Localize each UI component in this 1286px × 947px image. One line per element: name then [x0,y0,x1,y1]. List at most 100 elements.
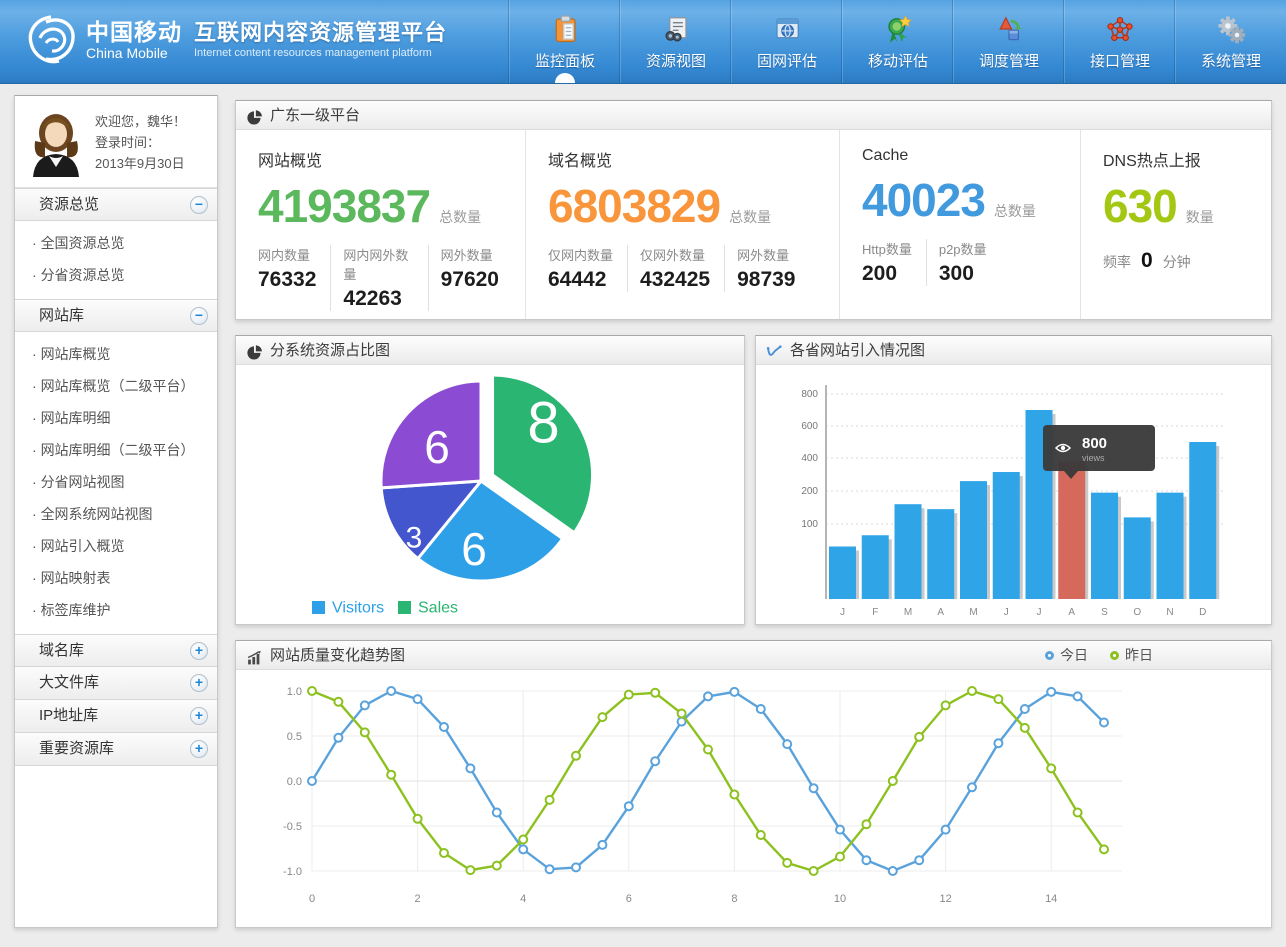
data-point[interactable] [544,864,555,875]
data-point[interactable] [307,776,317,786]
data-point[interactable] [1046,763,1057,774]
data-point[interactable] [623,689,634,700]
bar-S-9[interactable] [1091,492,1118,599]
sidebar-section-header-1[interactable]: 资源总览 − [15,188,217,221]
sidebar-item[interactable]: 全国资源总览 [15,227,217,259]
collapse-icon[interactable]: − [190,196,208,214]
data-point[interactable] [518,844,529,855]
sidebar-item[interactable]: 全网系统网站视图 [15,498,217,530]
expand-icon[interactable]: + [190,642,208,660]
nav-item-4[interactable]: 移动评估 [842,0,953,83]
data-point[interactable] [887,866,898,876]
data-point[interactable] [1019,722,1030,733]
nav-item-6[interactable]: 接口管理 [1064,0,1175,83]
data-point[interactable] [386,686,397,696]
data-point[interactable] [1099,844,1109,855]
data-point[interactable] [571,862,581,873]
collapse-icon[interactable]: − [190,307,208,325]
sidebar-item[interactable]: 分省资源总览 [15,259,217,291]
data-point[interactable] [782,739,793,750]
sidebar-item[interactable]: 网站库概览 [15,338,217,370]
data-point[interactable] [1072,691,1083,702]
data-point[interactable] [782,857,793,868]
data-point[interactable] [1099,717,1109,728]
expand-icon[interactable]: + [190,707,208,725]
nav-item-7[interactable]: 系统管理 [1175,0,1286,83]
data-point[interactable] [386,769,397,780]
sidebar-item[interactable]: 网站库明细 [15,402,217,434]
bar-A-8[interactable] [1058,461,1086,599]
data-point[interactable] [1046,686,1057,697]
data-point[interactable] [439,722,449,732]
pie-slice-1[interactable] [491,373,594,535]
data-point[interactable] [597,839,608,850]
bar-M-5[interactable] [960,481,987,599]
data-point[interactable] [650,687,661,698]
data-point[interactable] [887,776,898,786]
bar-A-4[interactable] [927,509,955,599]
data-point[interactable] [993,738,1004,749]
data-point[interactable] [755,830,766,840]
bar-D-12[interactable] [1189,442,1217,599]
sidebar-section-header-5[interactable]: IP地址库 + [15,700,217,733]
sidebar-item[interactable]: 网站库明细（二级平台） [15,434,217,466]
data-point[interactable] [333,696,344,707]
sidebar-section-header-4[interactable]: 大文件库 + [15,667,217,700]
sidebar-item[interactable]: 网站库概览（二级平台） [15,370,217,402]
sidebar-item[interactable]: 分省网站视图 [15,466,217,498]
legend-item-昨日[interactable]: 昨日 [1110,641,1153,670]
bar-F-2[interactable] [861,535,889,599]
sidebar-item[interactable]: 网站映射表 [15,562,217,594]
data-point[interactable] [571,750,581,761]
data-point[interactable] [623,801,634,812]
data-point[interactable] [808,783,819,794]
data-point[interactable] [412,813,423,824]
data-point[interactable] [359,700,370,711]
pie-slice-4[interactable] [379,379,483,490]
data-point[interactable] [1019,704,1030,714]
data-point[interactable] [359,727,370,738]
bar-M-3[interactable] [894,504,922,599]
data-point[interactable] [465,865,476,876]
data-point[interactable] [967,686,977,696]
legend-item-今日[interactable]: 今日 [1045,641,1088,670]
data-point[interactable] [729,686,740,697]
data-point[interactable] [597,712,608,723]
data-point[interactable] [491,860,502,871]
data-point[interactable] [729,789,740,800]
bar-N-11[interactable] [1156,492,1184,599]
bar-O-10[interactable] [1123,517,1151,599]
data-point[interactable] [465,763,476,774]
nav-item-3[interactable]: 固网评估 [731,0,842,83]
sidebar-section-header-6[interactable]: 重要资源库 + [15,733,217,766]
data-point[interactable] [650,756,661,767]
data-point[interactable] [967,782,977,793]
data-point[interactable] [914,855,925,866]
nav-item-1[interactable]: 监控面板 [509,0,620,83]
expand-icon[interactable]: + [190,674,208,692]
data-point[interactable] [808,866,819,876]
bar-J-6[interactable] [992,472,1020,599]
data-point[interactable] [676,708,687,719]
nav-item-2[interactable]: 资源视图 [620,0,731,83]
data-point[interactable] [439,848,449,858]
data-point[interactable] [307,686,317,696]
data-point[interactable] [491,807,502,818]
pie-legend-item[interactable]: Visitors [312,600,384,617]
data-point[interactable] [333,732,344,743]
sidebar-section-header-3[interactable]: 域名库 + [15,634,217,667]
data-point[interactable] [1072,807,1083,818]
nav-item-5[interactable]: 调度管理 [953,0,1064,83]
data-point[interactable] [518,834,529,845]
data-point[interactable] [703,691,713,702]
pie-legend-item[interactable]: Sales [398,600,458,617]
data-point[interactable] [703,744,713,755]
data-point[interactable] [755,704,766,714]
data-point[interactable] [940,700,951,711]
sidebar-item[interactable]: 网站引入概览 [15,530,217,562]
data-point[interactable] [993,694,1004,705]
data-point[interactable] [835,851,845,862]
data-point[interactable] [544,794,555,805]
data-point[interactable] [835,824,845,835]
expand-icon[interactable]: + [190,740,208,758]
